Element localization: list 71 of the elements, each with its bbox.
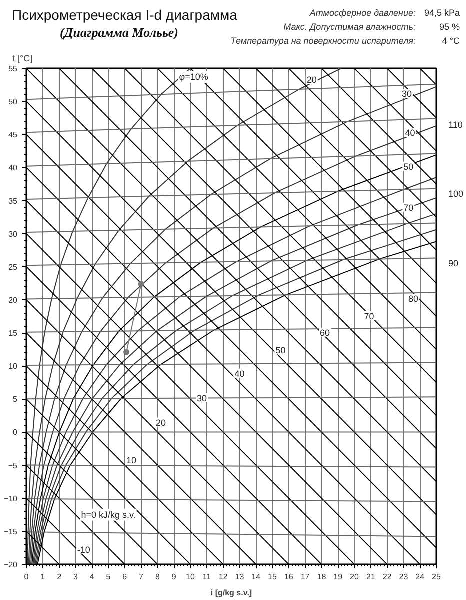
x-tick-label: 12 xyxy=(218,572,228,582)
y-tick-label: 25 xyxy=(8,262,18,272)
annotation: -10 xyxy=(77,544,90,555)
annotation: 10 xyxy=(126,456,136,466)
x-tick-label: 24 xyxy=(416,572,426,582)
text: Макс. Допустимая влажность: xyxy=(284,21,416,34)
y-tick-label: −10 xyxy=(4,494,18,504)
x-tick-label: 23 xyxy=(399,572,409,582)
annotation: 70 xyxy=(364,311,374,322)
x-tick-label: 7 xyxy=(139,572,144,582)
y-tick-label: 15 xyxy=(8,329,18,338)
annotation: 60 xyxy=(320,328,330,338)
y-tick-label: 20 xyxy=(8,296,18,305)
y-tick-label: −15 xyxy=(4,527,18,536)
annotation: 40 xyxy=(234,368,245,379)
annotation: 40 xyxy=(405,128,416,138)
y-tick-label: 10 xyxy=(8,362,18,372)
y-axis-title: t [°C] xyxy=(12,54,33,64)
x-tick-label: 17 xyxy=(300,572,310,582)
text: Атмосферное давление: xyxy=(310,7,416,20)
annotation: 100 xyxy=(448,188,464,199)
chart-title: Психрометреческая I-d диаграмма xyxy=(12,6,238,24)
x-tick-label: 19 xyxy=(334,572,344,582)
x-tick-label: 6 xyxy=(122,572,128,582)
y-tick-label: 40 xyxy=(8,164,18,173)
y-tick-label: −20 xyxy=(4,560,18,570)
x-tick-label: 18 xyxy=(317,572,327,582)
x-tick-label: 4 xyxy=(90,572,95,582)
text: 95 % xyxy=(438,21,460,34)
x-tick-label: 2 xyxy=(57,572,62,582)
x-tick-label: 21 xyxy=(366,572,376,582)
annotation: 30 xyxy=(402,89,412,100)
text: Температура на поверхности испарителя: xyxy=(230,35,416,48)
x-tick-label: 1 xyxy=(40,572,46,582)
x-tick-label: 14 xyxy=(252,572,262,582)
annotation: 20 xyxy=(306,75,317,86)
x-tick-label: 10 xyxy=(186,572,196,582)
x-tick-label: 5 xyxy=(106,572,112,582)
x-tick-label: 11 xyxy=(202,572,212,582)
x-tick-label: 0 xyxy=(24,572,30,582)
x-tick-label: 25 xyxy=(432,572,442,582)
x-tick-label: 8 xyxy=(155,572,160,582)
x-tick-label: 16 xyxy=(284,572,294,582)
chart-subtitle: (Диаграмма Мольье) xyxy=(60,25,179,40)
annotation: 50 xyxy=(404,162,414,172)
x-tick-label: 9 xyxy=(172,572,177,582)
x-axis-title: i [g/kg s.v.] xyxy=(210,588,252,598)
annotation: 70 xyxy=(404,202,414,213)
annotation: h=0 kJ/kg s.v. xyxy=(81,510,136,520)
annotation: 90 xyxy=(448,258,459,268)
x-tick-label: 15 xyxy=(268,572,278,582)
annotation: 20 xyxy=(156,418,166,428)
y-tick-label: 5 xyxy=(13,395,18,404)
y-tick-label: 55 xyxy=(8,64,18,74)
y-tick-label: 35 xyxy=(8,196,18,206)
y-tick-label: 45 xyxy=(8,130,18,140)
annotation: 30 xyxy=(196,393,207,404)
annotation: 80 xyxy=(408,294,419,304)
y-tick-label: 50 xyxy=(8,98,18,107)
x-tick-label: 13 xyxy=(235,572,245,582)
x-tick-label: 20 xyxy=(350,572,360,582)
text: 4 °C xyxy=(441,35,460,48)
annotation: 110 xyxy=(448,120,463,130)
annotation: 50 xyxy=(276,346,286,356)
y-tick-label: 0 xyxy=(13,428,18,438)
text: 94,5 kPa xyxy=(423,7,460,20)
x-tick-label: 3 xyxy=(73,572,78,582)
x-tick-label: 22 xyxy=(382,572,392,582)
y-tick-label: −5 xyxy=(8,461,18,470)
annotation: φ=10% xyxy=(179,72,208,82)
y-tick-label: 30 xyxy=(8,230,18,239)
